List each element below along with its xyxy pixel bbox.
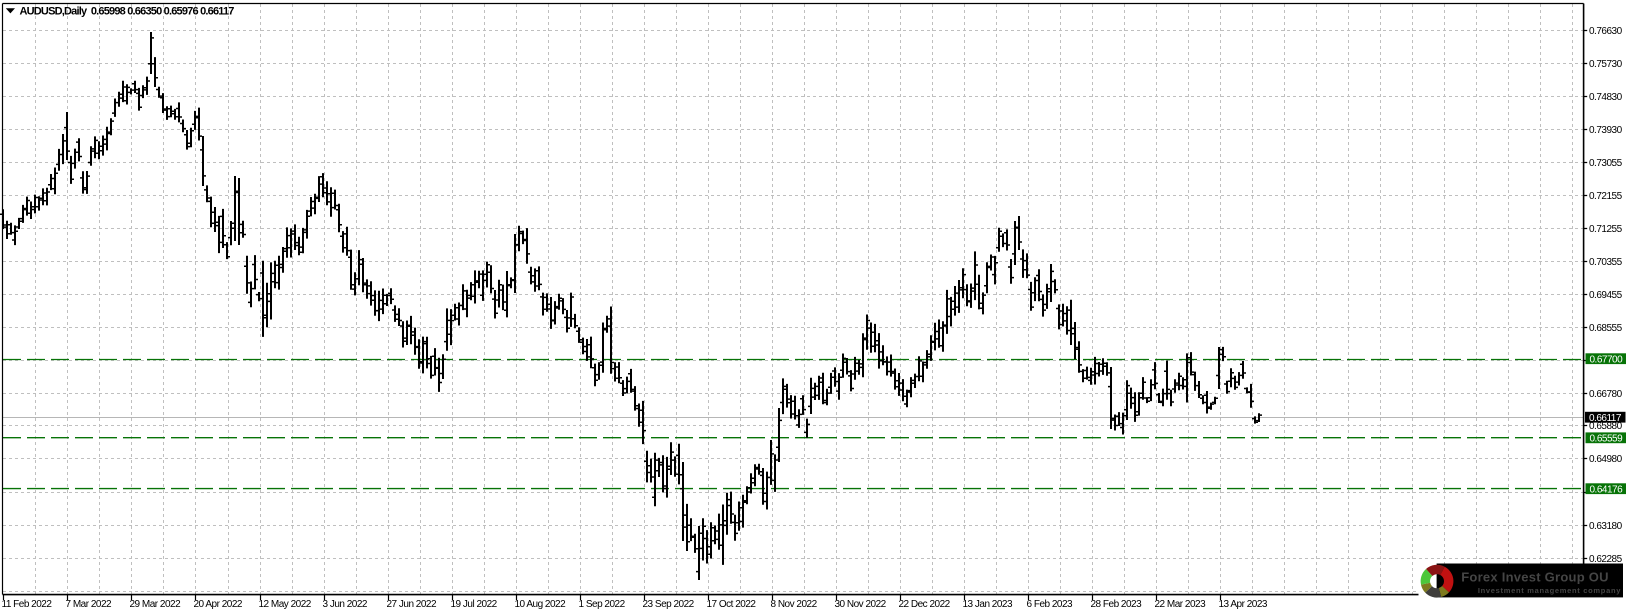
svg-text:13 Jan 2023: 13 Jan 2023 <box>963 599 1013 610</box>
svg-text:0.65880: 0.65880 <box>1589 421 1623 432</box>
svg-text:0.66117: 0.66117 <box>1589 413 1622 424</box>
svg-text:22 Dec 2022: 22 Dec 2022 <box>899 599 951 610</box>
svg-text:13 Apr 2023: 13 Apr 2023 <box>1219 599 1268 610</box>
svg-text:0.71255: 0.71255 <box>1589 224 1623 235</box>
svg-text:6 Feb 2023: 6 Feb 2023 <box>1027 599 1074 610</box>
svg-text:Investment management company: Investment management company <box>1478 586 1621 595</box>
svg-text:0.62285: 0.62285 <box>1589 554 1623 565</box>
svg-text:11 Feb 2022: 11 Feb 2022 <box>2 599 53 610</box>
svg-text:3 Jun 2022: 3 Jun 2022 <box>323 599 368 610</box>
svg-text:20 Apr 2022: 20 Apr 2022 <box>194 599 243 610</box>
svg-text:Forex Invest Group OU: Forex Invest Group OU <box>1461 570 1609 585</box>
svg-text:AUDUSD,Daily 0.65998 0.66350: AUDUSD,Daily 0.65998 0.66350 0.65976 0.6… <box>20 6 235 18</box>
svg-text:22 Mar 2023: 22 Mar 2023 <box>1155 599 1207 610</box>
svg-text:17 Oct 2022: 17 Oct 2022 <box>707 599 757 610</box>
svg-text:30 Nov 2022: 30 Nov 2022 <box>835 599 887 610</box>
svg-text:0.64980: 0.64980 <box>1589 454 1623 465</box>
svg-text:7 Mar 2022: 7 Mar 2022 <box>66 599 113 610</box>
svg-text:0.68555: 0.68555 <box>1589 323 1623 334</box>
svg-text:19 Jul 2022: 19 Jul 2022 <box>451 599 498 610</box>
svg-text:0.73930: 0.73930 <box>1589 125 1623 136</box>
svg-text:0.64176: 0.64176 <box>1590 484 1624 495</box>
svg-text:0.66780: 0.66780 <box>1589 389 1623 400</box>
svg-text:0.65559: 0.65559 <box>1590 434 1624 445</box>
svg-text:0.73055: 0.73055 <box>1589 158 1623 169</box>
svg-text:8 Nov 2022: 8 Nov 2022 <box>771 599 818 610</box>
svg-text:1 Sep 2022: 1 Sep 2022 <box>579 599 626 610</box>
svg-text:23 Sep 2022: 23 Sep 2022 <box>643 599 695 610</box>
svg-text:12 May 2022: 12 May 2022 <box>259 599 312 610</box>
svg-text:0.72155: 0.72155 <box>1589 191 1623 202</box>
svg-text:10 Aug 2022: 10 Aug 2022 <box>515 599 567 610</box>
svg-text:0.69455: 0.69455 <box>1589 290 1623 301</box>
svg-text:27 Jun 2022: 27 Jun 2022 <box>387 599 437 610</box>
svg-text:0.63180: 0.63180 <box>1589 521 1623 532</box>
svg-text:0.76630: 0.76630 <box>1589 26 1623 37</box>
svg-text:0.67700: 0.67700 <box>1590 354 1624 365</box>
svg-text:0.70355: 0.70355 <box>1589 257 1623 268</box>
svg-text:29 Mar 2022: 29 Mar 2022 <box>130 599 182 610</box>
svg-text:0.75730: 0.75730 <box>1589 59 1623 70</box>
svg-text:0.74830: 0.74830 <box>1589 92 1623 103</box>
svg-text:28 Feb 2023: 28 Feb 2023 <box>1091 599 1143 610</box>
